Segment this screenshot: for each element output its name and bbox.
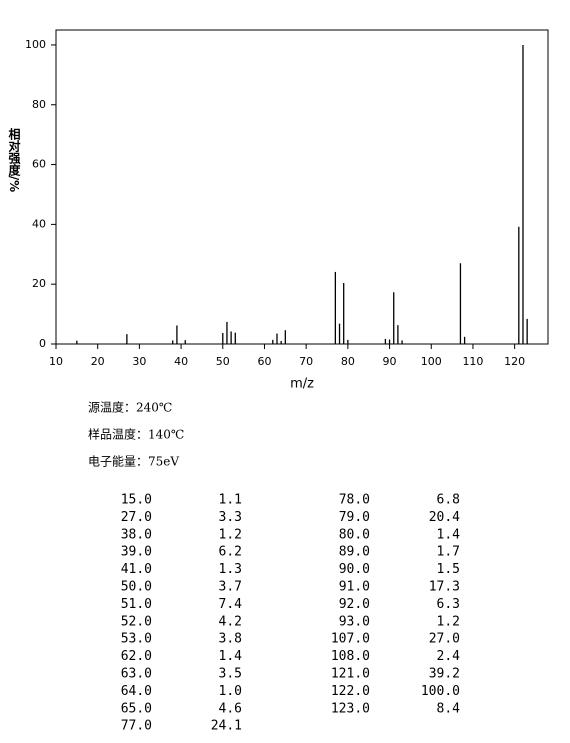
table-mz: 64.0 (121, 684, 152, 699)
x-tick-label: 40 (174, 355, 188, 368)
x-tick-label: 110 (462, 355, 483, 368)
x-tick-label: 50 (216, 355, 230, 368)
table-mz: 27.0 (121, 510, 152, 525)
table-mz: 53.0 (121, 632, 152, 647)
table-mz: 90.0 (339, 562, 370, 577)
table-intensity: 4.6 (219, 701, 242, 716)
table-intensity: 2.4 (437, 649, 461, 664)
x-tick-label: 100 (421, 355, 442, 368)
info-line: 源温度：240℃ (88, 400, 172, 415)
table-intensity: 8.4 (437, 701, 461, 716)
y-tick-label: 20 (32, 277, 46, 290)
x-tick-label: 70 (299, 355, 313, 368)
table-mz: 15.0 (121, 493, 152, 508)
table-intensity: 27.0 (429, 632, 460, 647)
table-mz: 122.0 (331, 684, 370, 699)
table-mz: 89.0 (339, 545, 370, 560)
x-tick-label: 60 (257, 355, 271, 368)
y-tick-label: 60 (32, 158, 46, 171)
table-mz: 92.0 (339, 597, 370, 612)
table-intensity: 3.7 (219, 580, 242, 595)
x-tick-label: 120 (504, 355, 525, 368)
table-mz: 63.0 (121, 667, 152, 682)
table-intensity: 7.4 (219, 597, 243, 612)
x-axis-label: m/z (290, 377, 314, 392)
table-mz: 123.0 (331, 701, 370, 716)
x-tick-label: 80 (341, 355, 355, 368)
x-tick-label: 10 (49, 355, 63, 368)
table-mz: 80.0 (339, 527, 370, 542)
table-intensity: 17.3 (429, 580, 460, 595)
table-mz: 65.0 (121, 701, 152, 716)
table-intensity: 1.2 (437, 614, 460, 629)
table-intensity: 1.3 (219, 562, 242, 577)
table-mz: 78.0 (339, 493, 370, 508)
y-tick-label: 100 (25, 38, 46, 51)
table-mz: 50.0 (121, 580, 152, 595)
plot-frame (55, 29, 549, 345)
table-mz: 39.0 (121, 545, 152, 560)
info-line: 样品温度：140℃ (88, 427, 184, 442)
table-mz: 62.0 (121, 649, 152, 664)
y-tick-label: 80 (32, 98, 46, 111)
table-mz: 107.0 (331, 632, 370, 647)
y-axis-label: 相对强度/% (7, 126, 21, 192)
table-mz: 93.0 (339, 614, 370, 629)
table-intensity: 6.3 (437, 597, 460, 612)
x-tick-label: 30 (132, 355, 146, 368)
y-tick-label: 40 (32, 217, 46, 230)
table-mz: 52.0 (121, 614, 152, 629)
table-mz: 79.0 (339, 510, 370, 525)
table-mz: 38.0 (121, 527, 152, 542)
table-intensity: 1.0 (219, 684, 242, 699)
table-intensity: 3.3 (219, 510, 242, 525)
table-intensity: 1.4 (219, 649, 243, 664)
table-intensity: 24.1 (211, 719, 242, 734)
x-tick-label: 20 (91, 355, 105, 368)
table-intensity: 1.1 (219, 493, 242, 508)
table-mz: 121.0 (331, 667, 370, 682)
x-tick-label: 90 (383, 355, 397, 368)
table-intensity: 1.2 (219, 527, 242, 542)
table-intensity: 4.2 (219, 614, 242, 629)
table-mz: 51.0 (121, 597, 152, 612)
table-mz: 91.0 (339, 580, 370, 595)
y-tick-label: 0 (39, 337, 46, 350)
table-intensity: 1.4 (437, 527, 461, 542)
table-intensity: 1.7 (437, 545, 460, 560)
table-mz: 108.0 (331, 649, 370, 664)
table-intensity: 100.0 (421, 684, 460, 699)
table-mz: 41.0 (121, 562, 152, 577)
table-intensity: 1.5 (437, 562, 460, 577)
table-intensity: 39.2 (429, 667, 460, 682)
info-line: 电子能量：75eV (88, 455, 179, 469)
table-intensity: 6.8 (437, 493, 460, 508)
table-intensity: 6.2 (219, 545, 242, 560)
table-intensity: 3.5 (219, 667, 242, 682)
table-intensity: 3.8 (219, 632, 242, 647)
table-intensity: 20.4 (429, 510, 460, 525)
table-mz: 77.0 (121, 719, 152, 734)
